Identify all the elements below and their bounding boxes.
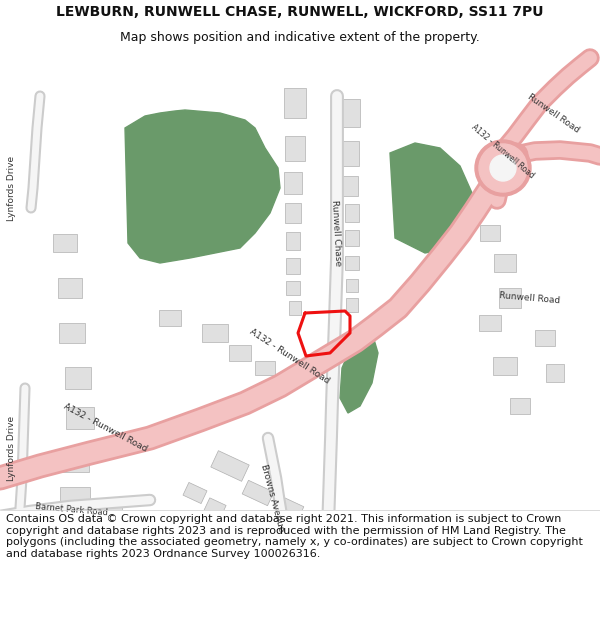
Bar xyxy=(59,323,85,343)
Bar xyxy=(480,225,500,241)
Bar xyxy=(289,301,301,315)
Bar xyxy=(546,364,564,382)
Text: Runwell Road: Runwell Road xyxy=(526,92,581,134)
Text: Lynfords Drive: Lynfords Drive xyxy=(7,416,17,481)
Text: Browns Avenue: Browns Avenue xyxy=(259,463,286,532)
Bar xyxy=(65,367,91,389)
Bar xyxy=(53,234,77,252)
Bar xyxy=(341,141,359,166)
Text: A132 - Runwell Road: A132 - Runwell Road xyxy=(248,327,332,385)
Circle shape xyxy=(490,155,516,181)
Text: Runwell Chase: Runwell Chase xyxy=(330,199,343,266)
Text: Lynfords Drive: Lynfords Drive xyxy=(7,156,17,221)
Bar xyxy=(285,203,301,223)
Bar xyxy=(499,288,521,308)
Bar xyxy=(284,172,302,194)
Text: Runwell Road: Runwell Road xyxy=(499,291,561,305)
Bar xyxy=(242,480,274,506)
Bar xyxy=(284,88,306,118)
Bar xyxy=(494,254,516,272)
Text: Map shows position and indicative extent of the property.: Map shows position and indicative extent… xyxy=(120,31,480,44)
Polygon shape xyxy=(340,326,378,413)
Bar xyxy=(159,310,181,326)
Circle shape xyxy=(475,140,531,196)
Bar xyxy=(286,258,300,274)
Bar xyxy=(286,281,300,295)
Bar xyxy=(255,361,275,375)
Bar xyxy=(285,136,305,161)
Bar xyxy=(345,204,359,222)
Bar xyxy=(342,176,358,196)
Bar xyxy=(229,345,251,361)
Bar xyxy=(510,398,530,414)
Circle shape xyxy=(479,144,527,192)
Bar xyxy=(535,330,555,346)
Bar xyxy=(211,451,249,481)
Bar xyxy=(345,256,359,270)
Text: LEWBURN, RUNWELL CHASE, RUNWELL, WICKFORD, SS11 7PU: LEWBURN, RUNWELL CHASE, RUNWELL, WICKFOR… xyxy=(56,5,544,19)
Bar xyxy=(204,498,226,518)
Text: Contains OS data © Crown copyright and database right 2021. This information is : Contains OS data © Crown copyright and d… xyxy=(6,514,583,559)
Bar xyxy=(183,482,207,504)
Bar xyxy=(345,230,359,246)
Bar xyxy=(66,407,94,429)
Bar xyxy=(346,279,358,291)
Bar xyxy=(346,298,358,312)
Bar xyxy=(479,315,501,331)
Text: A132 - Runwell Road: A132 - Runwell Road xyxy=(470,122,536,180)
Polygon shape xyxy=(390,143,472,253)
Bar xyxy=(60,487,90,509)
Polygon shape xyxy=(125,110,280,263)
Bar xyxy=(61,448,89,472)
Bar xyxy=(286,232,300,250)
Bar xyxy=(58,278,82,298)
Bar xyxy=(340,99,360,127)
Bar xyxy=(276,497,304,519)
Bar xyxy=(493,357,517,375)
Bar xyxy=(98,501,122,519)
Text: A132 - Runwell Road: A132 - Runwell Road xyxy=(62,402,148,454)
Bar xyxy=(202,324,228,342)
Text: Barnet Park Road: Barnet Park Road xyxy=(35,503,109,518)
